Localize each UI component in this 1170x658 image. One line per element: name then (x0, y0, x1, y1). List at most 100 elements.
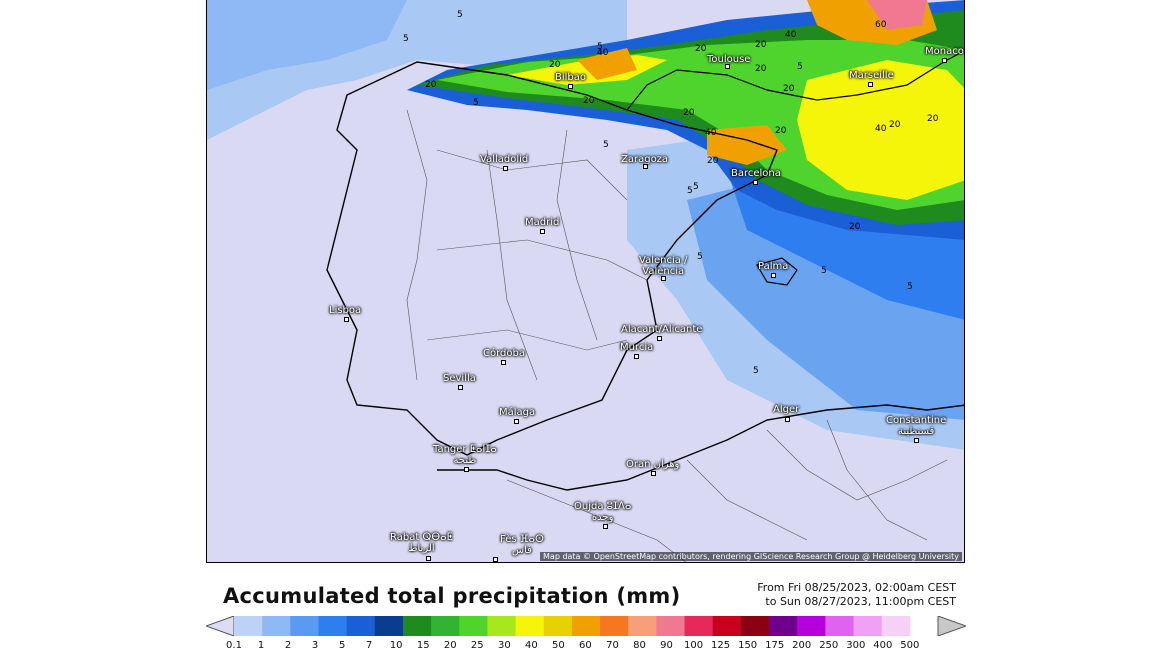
city-label-fes: Fès ⴼⴰⵙ فاس (500, 534, 544, 556)
colorbar-tick-label: 3 (311, 640, 319, 651)
city-marker-madrid (540, 229, 545, 234)
colorbar-tick-label: 90 (660, 640, 673, 651)
colorbar-tick-label: 40 (524, 640, 538, 651)
contour-label: 5 (753, 366, 759, 376)
contour-label: 60 (875, 20, 887, 30)
contour-label: 20 (775, 126, 787, 136)
colorbar-tick-label: 100 (684, 640, 704, 651)
contour-label: 5 (687, 186, 693, 196)
colorbar-segment (346, 616, 376, 636)
contour-label: 20 (849, 222, 861, 232)
france-coastline (626, 50, 964, 111)
colorbar-tick-label: 0.1 (226, 640, 242, 651)
contour-label: 20 (783, 84, 795, 94)
city-marker-sevilla (458, 385, 463, 390)
city-label-monaco: Monaco (925, 46, 964, 57)
contour-label: 5 (403, 34, 409, 44)
city-label-tanger: Tanger ⵟⴰⵏⵊⴰ طنجة (433, 444, 497, 466)
city-label-oran: Oran وهران (626, 459, 680, 470)
colorbar-segment (600, 616, 629, 636)
colorbar-segment (628, 616, 657, 636)
city-label-madrid: Madrid (525, 217, 560, 228)
colorbar-segment (769, 616, 798, 636)
contour-label: 20 (583, 96, 595, 106)
city-label-cordoba: Córdoba (483, 348, 525, 359)
colorbar-tick-label: 5 (338, 640, 346, 651)
contour-label: 5 (697, 252, 703, 262)
city-label-oujda: Oujda ⵓⵊⴷⴰ وجدة (574, 501, 632, 523)
colorbar-segment (374, 616, 404, 636)
colorbar-tick-label: 30 (497, 640, 511, 651)
contour-label: 20 (889, 120, 901, 130)
colorbar-arrow-left (206, 616, 235, 636)
contour-label: 5 (473, 98, 479, 108)
heavy-precip-band (867, 0, 927, 30)
colorbar-segment (290, 616, 319, 636)
city-marker-oran (651, 471, 656, 476)
colorbar-segment (797, 616, 826, 636)
colorbar-segment (656, 616, 686, 636)
colorbar-tick-label: 200 (792, 640, 812, 651)
contour-label: 5 (907, 282, 913, 292)
city-label-toulouse: Toulouse (707, 54, 751, 65)
contour-label: 5 (597, 42, 603, 52)
city-marker-valencia (661, 276, 666, 281)
colorbar-tick-label: 175 (765, 640, 785, 651)
colorbar-segment (825, 616, 855, 636)
city-marker-murcia (634, 354, 639, 359)
heavy-precip-band (577, 48, 637, 80)
city-marker-tanger (464, 467, 469, 472)
city-marker-rabat (426, 556, 431, 561)
colorbar-tick-label: 80 (633, 640, 646, 651)
colorbar-tick-label: 10 (389, 640, 403, 651)
legend-time-from: From Fri 08/25/2023, 02:00am CEST (757, 581, 956, 594)
colorbar-tick-label: 500 (900, 640, 920, 651)
admin-borders (406, 109, 948, 562)
city-label-valencia: Valencia / València (639, 255, 688, 277)
colorbar-segment (515, 616, 545, 636)
colorbar-segment (571, 616, 601, 636)
city-label-constantine: Constantine قسنطينة (886, 415, 947, 437)
contour-label: 40 (705, 128, 717, 138)
legend-time-to: to Sun 08/27/2023, 11:00pm CEST (765, 595, 956, 608)
colorbar-segment (684, 616, 714, 636)
contour-label: 20 (755, 40, 767, 50)
city-label-malaga: Málaga (499, 407, 536, 418)
city-label-bilbao: Bilbao (555, 72, 587, 83)
colorbar (206, 616, 966, 636)
balearic-island (756, 257, 798, 286)
contour-label: 20 (683, 108, 695, 118)
city-marker-fes (493, 557, 498, 562)
city-label-barcelona: Barcelona (731, 168, 781, 179)
contour-label: 20 (755, 64, 767, 74)
colorbar-tick-label: 300 (846, 640, 866, 651)
contour-label: 20 (425, 80, 437, 90)
colorbar-tick-label: 60 (579, 640, 592, 651)
iberia-coastline (326, 61, 778, 456)
colorbar-segment (853, 616, 883, 636)
city-marker-valladolid (503, 166, 508, 171)
colorbar-tick-label: 400 (873, 640, 893, 651)
precipitation-map: 5 5 20 40 20 20 20 40 60 20 20 5 5 20 20… (206, 0, 965, 563)
colorbar-tick-label: 50 (552, 640, 565, 651)
colorbar-tick-label: 15 (416, 640, 430, 651)
colorbar-tick-label: 70 (606, 640, 619, 651)
city-marker-marseille (868, 82, 873, 87)
city-label-marseille: Marseille (849, 70, 894, 81)
contour-label: 20 (707, 156, 719, 166)
contour-label: 5 (693, 182, 699, 192)
contour-label: 5 (603, 140, 609, 150)
africa-coastline (437, 404, 964, 491)
contour-label: 5 (457, 10, 463, 20)
city-marker-cordoba (501, 360, 506, 365)
colorbar-segment (431, 616, 460, 636)
contour-label: 20 (695, 44, 707, 54)
colorbar-tick-label: 150 (738, 640, 758, 651)
contour-label: 20 (549, 60, 561, 70)
city-marker-monaco (942, 58, 947, 63)
city-marker-alicante (657, 336, 662, 341)
map-attribution: Map data © OpenStreetMap contributors, r… (540, 552, 962, 561)
colorbar-tick-label: 7 (365, 640, 373, 651)
colorbar-segment (740, 616, 770, 636)
heavy-precip-band (797, 60, 964, 200)
